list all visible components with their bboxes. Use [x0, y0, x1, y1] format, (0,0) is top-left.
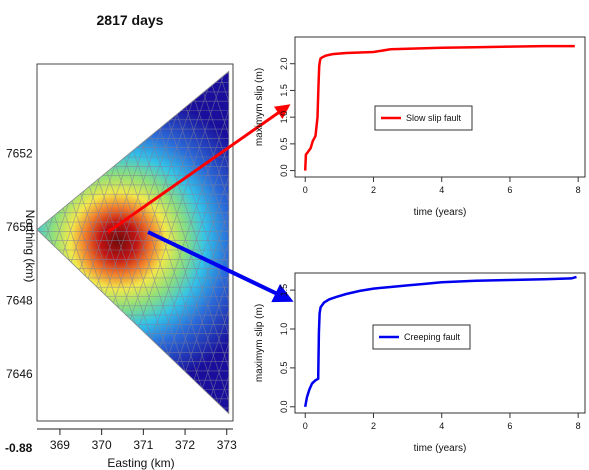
slow-slip-chart: 0 2 4 6 8 0.0 0.5 1.0 1.5 2.0 time (years) maxim… [254, 36, 586, 218]
legend-label: Slow slip fault [406, 113, 462, 123]
creeping-series-line [303, 275, 577, 408]
slow-slip-series-line [303, 44, 575, 171]
x-tick-label: 4 [439, 185, 444, 195]
y-tick-label: 0.0 [279, 401, 289, 414]
legend-label: Creeping fault [404, 332, 461, 342]
map-y-tick-label: 7652 [6, 146, 33, 160]
map-x-tick-label: 371 [133, 438, 153, 452]
y-tick-label: 0.0 [279, 164, 289, 177]
map-y-tick-label: 7650 [6, 220, 33, 234]
chart-top-y-axis: 0.0 0.5 1.0 1.5 2.0 [279, 57, 295, 177]
chart-bottom-frame [294, 272, 586, 414]
x-tick-label: 6 [507, 421, 512, 431]
x-tick-label: 2 [371, 185, 376, 195]
figure-title: 2817 days [97, 12, 164, 28]
x-tick-label: 0 [303, 421, 308, 431]
x-tick-label: 8 [576, 421, 581, 431]
chart-top-y-label: maximym slip (m) [254, 68, 265, 146]
map-corner-label: -0.88 [5, 441, 33, 455]
map-x-tick-label: 369 [50, 438, 70, 452]
x-tick-label: 4 [439, 421, 444, 431]
chart-bottom-y-axis: 0.0 0.5 1.0 1.5 [279, 284, 295, 413]
map-y-axis-label: Northing (km) [23, 210, 37, 283]
chart-top-frame [294, 36, 586, 178]
x-tick-label: 0 [303, 185, 308, 195]
slip-map: 369 370 371 372 373 7646 7648 7650 7652 -0.88 E… [5, 63, 237, 470]
creeping-chart: 0 2 4 6 8 0.0 0.5 1.0 1.5 time (years) maximym … [254, 272, 586, 454]
x-tick-label: 8 [576, 185, 581, 195]
map-x-tick-label: 370 [92, 438, 112, 452]
y-tick-label: 1.0 [279, 111, 289, 124]
slow-slip-arrow [107, 104, 291, 234]
chart-top-x-label: time (years) [414, 207, 467, 218]
chart-bottom-x-label: time (years) [414, 443, 467, 454]
y-tick-label: 0.5 [279, 362, 289, 375]
y-tick-label: 0.5 [279, 138, 289, 151]
chart-bottom-legend: Creeping fault [372, 324, 471, 350]
chart-bottom-x-axis: 0 2 4 6 8 [303, 413, 581, 431]
x-tick-label: 2 [371, 421, 376, 431]
y-tick-label: 1.5 [279, 84, 289, 97]
map-y-tick-label: 7648 [6, 294, 33, 308]
creeping-arrow [147, 230, 294, 303]
map-y-axis: 7646 7648 7650 7652 [6, 146, 33, 381]
chart-top-x-axis: 0 2 4 6 8 [303, 177, 581, 195]
map-y-tick-label: 7646 [6, 367, 33, 381]
map-x-tick-label: 372 [175, 438, 195, 452]
map-frame [36, 63, 234, 422]
y-tick-label: 2.0 [279, 57, 289, 70]
chart-top-legend: Slow slip fault [374, 105, 473, 131]
map-x-tick-label: 373 [217, 438, 237, 452]
x-tick-label: 6 [507, 185, 512, 195]
map-x-axis-label: Easting (km) [107, 456, 174, 470]
y-tick-label: 1.5 [279, 284, 289, 297]
y-tick-label: 1.0 [279, 323, 289, 336]
chart-bottom-y-label: maximym slip (m) [254, 304, 265, 382]
map-x-axis: 369 370 371 372 373 [50, 429, 237, 452]
